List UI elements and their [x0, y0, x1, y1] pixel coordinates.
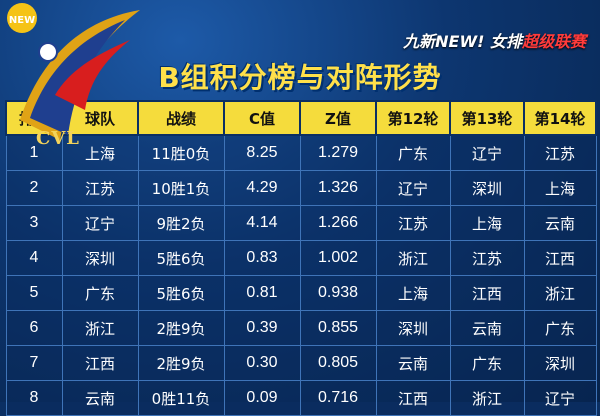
- cell-round14: 广东: [523, 310, 597, 346]
- cell-team: 深圳: [61, 240, 139, 276]
- brand-league-red: 超级联赛: [521, 32, 586, 51]
- cell-record: 0胜11负: [137, 380, 225, 416]
- brand-logo: 九新NEW! 女排超级联赛: [403, 28, 586, 52]
- cell-c-value: 4.14: [223, 205, 301, 241]
- cell-round14: 江西: [523, 240, 597, 276]
- cell-rank: 3: [5, 205, 63, 241]
- cell-rank: 2: [5, 170, 63, 206]
- cell-z-value: 0.855: [299, 310, 377, 346]
- table-row: 5 广东 5胜6负 0.81 0.938 上海 江西 浙江: [5, 275, 597, 311]
- cell-round12: 江苏: [375, 205, 451, 241]
- cell-round14: 云南: [523, 205, 597, 241]
- table-row: 8 云南 0胜11负 0.09 0.716 江西 浙江 辽宁: [5, 380, 597, 416]
- brand-league: 女排: [489, 32, 522, 51]
- page-title: B组积分榜与对阵形势: [158, 61, 442, 94]
- cell-round12: 辽宁: [375, 170, 451, 206]
- cell-z-value: 0.716: [299, 380, 377, 416]
- cell-z-value: 1.326: [299, 170, 377, 206]
- column-header-round13: 第13轮: [449, 100, 525, 136]
- cell-c-value: 4.29: [223, 170, 301, 206]
- column-header-z-value: Z值: [299, 100, 377, 136]
- cell-round13: 辽宁: [449, 134, 525, 171]
- cell-record: 2胜9负: [137, 345, 225, 381]
- cell-round13: 江苏: [449, 240, 525, 276]
- table-row: 2 江苏 10胜1负 4.29 1.326 辽宁 深圳 上海: [5, 170, 597, 206]
- cell-round13: 浙江: [449, 380, 525, 416]
- table-row: 1 上海 11胜0负 8.25 1.279 广东 辽宁 江苏: [5, 134, 597, 171]
- column-header-team: 球队: [61, 100, 139, 136]
- cell-c-value: 0.39: [223, 310, 301, 346]
- cell-rank: 5: [5, 275, 63, 311]
- cell-c-value: 0.30: [223, 345, 301, 381]
- cell-record: 5胜6负: [137, 240, 225, 276]
- cell-rank: 8: [5, 380, 63, 416]
- cell-rank: 6: [5, 310, 63, 346]
- cell-round14: 上海: [523, 170, 597, 206]
- cell-z-value: 1.279: [299, 134, 377, 171]
- cell-rank: 1: [5, 134, 63, 171]
- column-header-round12: 第12轮: [375, 100, 451, 136]
- cell-team: 江苏: [61, 170, 139, 206]
- cell-round14: 辽宁: [523, 380, 597, 416]
- table-row: 7 江西 2胜9负 0.30 0.805 云南 广东 深圳: [5, 345, 597, 381]
- standings-table: 排名球队战绩C值Z值第12轮第13轮第14轮 1上海11胜0负8.251.279…: [5, 100, 597, 416]
- cell-record: 9胜2负: [137, 205, 225, 241]
- cell-round12: 云南: [375, 345, 451, 381]
- cell-round14: 深圳: [523, 345, 597, 381]
- cell-round14: 浙江: [523, 275, 597, 311]
- column-header-c-value: C值: [223, 100, 301, 136]
- cell-record: 11胜0负: [137, 134, 225, 171]
- cell-record: 10胜1负: [137, 170, 225, 206]
- league-logo: NEW: [7, 3, 140, 140]
- cell-rank: 7: [5, 345, 63, 381]
- cell-z-value: 1.002: [299, 240, 377, 276]
- column-header-record: 战绩: [137, 100, 225, 136]
- table-row: 6 浙江 2胜9负 0.39 0.855 深圳 云南 广东: [5, 310, 597, 346]
- table-row: 3 辽宁 9胜2负 4.14 1.266 江苏 上海 云南: [5, 205, 597, 241]
- cell-team: 辽宁: [61, 205, 139, 241]
- logo-cvl: CVL: [36, 128, 80, 149]
- cell-team: 上海: [61, 134, 139, 171]
- cell-team: 云南: [61, 380, 139, 416]
- brand-prefix: 九新: [403, 32, 436, 51]
- cell-team: 广东: [61, 275, 139, 311]
- cell-round13: 江西: [449, 275, 525, 311]
- table-row: 4 深圳 5胜6负 0.83 1.002 浙江 江苏 江西: [5, 240, 597, 276]
- cell-round12: 浙江: [375, 240, 451, 276]
- cell-team: 江西: [61, 345, 139, 381]
- cell-c-value: 0.09: [223, 380, 301, 416]
- cell-round12: 深圳: [375, 310, 451, 346]
- cell-team: 浙江: [61, 310, 139, 346]
- cell-round13: 云南: [449, 310, 525, 346]
- svg-text:NEW: NEW: [9, 15, 35, 26]
- cell-z-value: 0.938: [299, 275, 377, 311]
- cell-round12: 广东: [375, 134, 451, 171]
- cell-record: 5胜6负: [137, 275, 225, 311]
- brand-new: NEW!: [435, 32, 485, 51]
- column-header-round14: 第14轮: [523, 100, 597, 136]
- cell-record: 2胜9负: [137, 310, 225, 346]
- cell-c-value: 8.25: [223, 134, 301, 171]
- cell-z-value: 0.805: [299, 345, 377, 381]
- cell-z-value: 1.266: [299, 205, 377, 241]
- cell-c-value: 0.81: [223, 275, 301, 311]
- cell-round13: 深圳: [449, 170, 525, 206]
- cell-round12: 上海: [375, 275, 451, 311]
- cell-round14: 江苏: [523, 134, 597, 171]
- cell-rank: 4: [5, 240, 63, 276]
- cell-round13: 广东: [449, 345, 525, 381]
- cell-round13: 上海: [449, 205, 525, 241]
- cell-round12: 江西: [375, 380, 451, 416]
- cell-c-value: 0.83: [223, 240, 301, 276]
